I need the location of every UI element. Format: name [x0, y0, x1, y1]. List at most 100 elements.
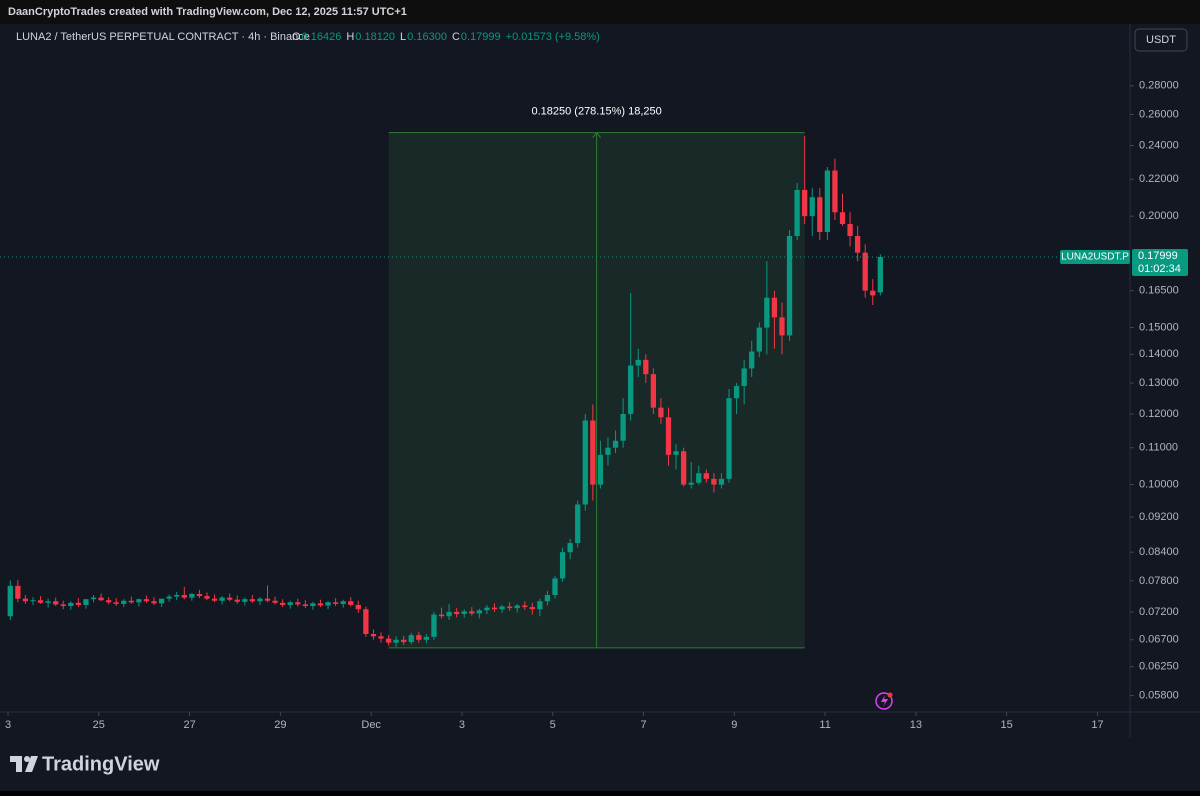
candle-body [514, 605, 520, 609]
candle-body [809, 197, 815, 217]
candle-body [431, 614, 437, 637]
candle-body [741, 368, 747, 386]
candle-body [786, 236, 793, 336]
y-tick-label: 0.20000 [1139, 210, 1179, 222]
candle-body [348, 601, 354, 605]
candle-body [196, 594, 203, 597]
candle-body [461, 611, 467, 615]
candle-body [703, 473, 709, 479]
logo-t [10, 756, 22, 772]
candle-body [688, 482, 694, 485]
candle-body [158, 598, 165, 604]
logo-slash [25, 756, 38, 772]
candle-body [506, 606, 513, 609]
candle-body [83, 599, 89, 605]
legend-change: +0.01573 (+9.58%) [506, 31, 600, 43]
candle-body [711, 478, 717, 485]
measure-label: 0.18250 (278.15%) 18,250 [531, 106, 661, 118]
candle-body [696, 473, 702, 483]
symbol-label: LUNA2USDT.P [1061, 252, 1129, 263]
x-tick-label: 11 [819, 719, 830, 731]
candle-body [234, 599, 240, 602]
candle-body [794, 189, 800, 237]
candle-body [151, 601, 157, 604]
legend-key: H [346, 31, 354, 43]
candle-body [597, 454, 604, 485]
candle-body [174, 595, 180, 597]
candle-body [454, 611, 460, 615]
candle-body [53, 601, 59, 605]
countdown: 01:02:34 [1138, 263, 1181, 275]
legend-value: 0.16300 [407, 31, 447, 43]
candle-body [340, 601, 346, 604]
y-tick-label: 0.05800 [1139, 690, 1179, 702]
candle-body [317, 603, 324, 606]
candle-body [612, 440, 619, 448]
x-tick-label: 25 [93, 719, 105, 731]
x-tick-label: 7 [640, 719, 646, 731]
legend-key: O [292, 31, 301, 43]
candle-body [325, 602, 331, 606]
candle-body [733, 385, 740, 399]
x-tick-label: 29 [274, 719, 286, 731]
candle-body [211, 598, 218, 601]
y-tick-label: 0.06250 [1139, 661, 1179, 673]
symbol-title: LUNA2 / TetherUS PERPETUAL CONTRACT · 4h… [16, 31, 310, 43]
currency-button[interactable] [1134, 28, 1188, 52]
candle-body [370, 634, 377, 637]
candle-body [575, 504, 581, 544]
legend-value: 0.17999 [461, 31, 501, 43]
candle-body [484, 607, 490, 611]
candle-body [128, 600, 134, 603]
candle-body [877, 256, 883, 293]
candle-body [37, 600, 44, 603]
candle-body [423, 636, 430, 640]
x-tick-label: 3 [5, 719, 11, 731]
candle-body [665, 417, 672, 455]
candle-body [650, 374, 657, 408]
candle-body [749, 351, 755, 369]
x-tick-label: 17 [1091, 719, 1103, 731]
candle-body [522, 605, 528, 608]
candle-body [559, 552, 566, 579]
candle-body [393, 639, 399, 643]
candle-body [45, 601, 51, 603]
candle-body [287, 602, 293, 605]
candle-body [166, 596, 172, 599]
candle-body [680, 451, 687, 485]
y-tick-label: 0.24000 [1139, 139, 1179, 151]
legend-value: 0.18120 [355, 31, 395, 43]
candle-body [537, 601, 543, 610]
candle-body [355, 604, 361, 610]
candle-body [189, 594, 195, 598]
candle-body [726, 398, 732, 479]
candle-body [98, 597, 104, 601]
y-tick-label: 0.15000 [1139, 321, 1179, 333]
candle-body [249, 599, 256, 602]
credit: DaanCryptoTrades created with TradingVie… [8, 6, 407, 18]
y-tick-label: 0.08400 [1139, 546, 1179, 558]
candle-body [605, 447, 611, 455]
candle-body [181, 595, 187, 598]
y-tick-label: 0.16500 [1139, 285, 1179, 297]
candle-body [136, 599, 142, 603]
candle-body [658, 407, 664, 418]
candle-body [870, 290, 876, 296]
candle-body [628, 365, 634, 415]
x-tick-label: 3 [459, 719, 465, 731]
x-tick-label: 9 [731, 719, 737, 731]
candle-body [272, 600, 278, 603]
candle-body [363, 609, 369, 635]
candle-body [862, 252, 868, 291]
candle-body [567, 543, 573, 553]
candle-body [219, 597, 225, 601]
candle-body [280, 602, 286, 605]
y-tick-label: 0.10000 [1139, 479, 1179, 491]
alert-icon[interactable] [875, 692, 893, 710]
candle-body [446, 611, 452, 617]
y-tick-label: 0.12000 [1139, 408, 1179, 420]
candle-body [673, 451, 679, 455]
y-tick-label: 0.07800 [1139, 575, 1179, 587]
candle-body [582, 420, 588, 505]
